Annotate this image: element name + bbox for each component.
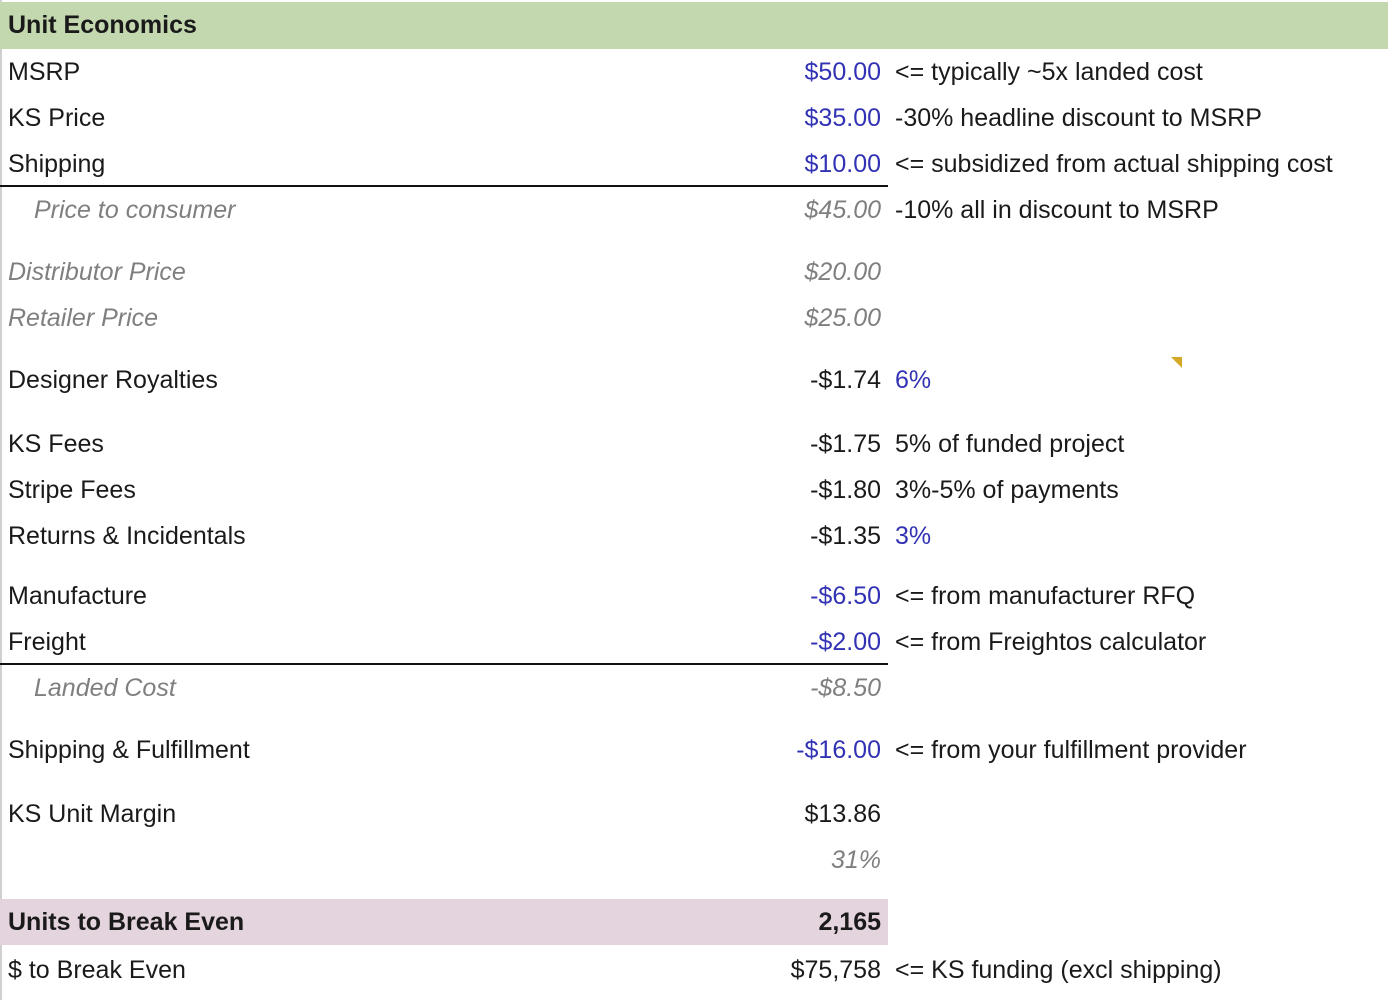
row-margin-percent[interactable]: 31% (0, 837, 1388, 883)
row-shipping[interactable]: Shipping $10.00 <= subsidized from actua… (0, 141, 1388, 187)
landed-cost-border-top (0, 663, 888, 665)
row-price-to-consumer[interactable]: Price to consumer $45.00 -10% all in dis… (0, 187, 1388, 233)
shipping-note: <= subsidized from actual shipping cost (895, 150, 1333, 178)
comment-indicator-icon[interactable] (1171, 357, 1182, 368)
designer-royalties-label: Designer Royalties (8, 366, 218, 394)
freight-note: <= from Freightos calculator (895, 628, 1207, 656)
shipping-fulfillment-note: <= from your fulfillment provider (895, 736, 1247, 764)
row-returns-incidentals[interactable]: Returns & Incidentals -$1.35 3% (0, 513, 1388, 559)
units-break-even-value[interactable]: 2,165 (818, 908, 881, 936)
stripe-fees-note: 3%-5% of payments (895, 476, 1119, 504)
margin-percent-value[interactable]: 31% (830, 846, 881, 874)
row-retailer-price[interactable]: Retailer Price $25.00 (0, 295, 1388, 341)
distributor-price-value[interactable]: $20.00 (804, 258, 881, 286)
dollars-break-even-label: $ to Break Even (8, 956, 186, 984)
designer-royalties-rate[interactable]: 6% (895, 366, 932, 394)
msrp-value[interactable]: $50.00 (804, 58, 881, 86)
returns-rate[interactable]: 3% (895, 522, 932, 550)
row-dollars-break-even[interactable]: $ to Break Even $75,758 <= KS funding (e… (0, 947, 1388, 993)
stripe-fees-label: Stripe Fees (8, 476, 136, 504)
landed-cost-label: Landed Cost (34, 674, 176, 702)
row-manufacture[interactable]: Manufacture -$6.50 <= from manufacturer … (0, 573, 1388, 619)
row-units-break-even[interactable]: Units to Break Even 2,165 (0, 899, 888, 945)
row-shipping-fulfillment[interactable]: Shipping & Fulfillment -$16.00 <= from y… (0, 727, 1388, 773)
price-to-consumer-value[interactable]: $45.00 (804, 196, 881, 224)
designer-royalties-value[interactable]: -$1.74 (810, 366, 881, 394)
dollars-break-even-value[interactable]: $75,758 (790, 956, 881, 984)
shipping-fulfillment-value[interactable]: -$16.00 (796, 736, 881, 764)
msrp-note: <= typically ~5x landed cost (895, 58, 1203, 86)
ks-unit-margin-label: KS Unit Margin (8, 800, 177, 828)
dollars-break-even-note: <= KS funding (excl shipping) (895, 956, 1222, 984)
retailer-price-label: Retailer Price (8, 304, 159, 332)
row-stripe-fees[interactable]: Stripe Fees -$1.80 3%-5% of payments (0, 467, 1388, 513)
price-to-consumer-label: Price to consumer (34, 196, 236, 224)
sheet-title: Unit Economics (8, 11, 197, 39)
ks-fees-value[interactable]: -$1.75 (810, 430, 881, 458)
row-ks-fees[interactable]: KS Fees -$1.75 5% of funded project (0, 421, 1388, 467)
stripe-fees-value[interactable]: -$1.80 (810, 476, 881, 504)
subtotal-border-top (0, 185, 888, 187)
ks-price-label: KS Price (8, 104, 106, 132)
header-row[interactable]: Unit Economics (0, 2, 1388, 49)
ks-price-value[interactable]: $35.00 (804, 104, 881, 132)
returns-label: Returns & Incidentals (8, 522, 246, 550)
returns-value[interactable]: -$1.35 (810, 522, 881, 550)
shipping-value[interactable]: $10.00 (804, 150, 881, 178)
manufacture-label: Manufacture (8, 582, 147, 610)
row-designer-royalties[interactable]: Designer Royalties -$1.74 6% (0, 357, 1388, 403)
landed-cost-value[interactable]: -$8.50 (810, 674, 881, 702)
shipping-label: Shipping (8, 150, 106, 178)
row-ks-price[interactable]: KS Price $35.00 -30% headline discount t… (0, 95, 1388, 141)
freight-value[interactable]: -$2.00 (810, 628, 881, 656)
manufacture-value[interactable]: -$6.50 (810, 582, 881, 610)
ks-fees-label: KS Fees (8, 430, 104, 458)
shipping-fulfillment-label: Shipping & Fulfillment (8, 736, 250, 764)
ks-price-note: -30% headline discount to MSRP (895, 104, 1262, 132)
freight-label: Freight (8, 628, 86, 656)
gridline-left (0, 0, 2, 1000)
row-ks-unit-margin[interactable]: KS Unit Margin $13.86 (0, 791, 1388, 837)
price-to-consumer-note: -10% all in discount to MSRP (895, 196, 1219, 224)
distributor-price-label: Distributor Price (8, 258, 186, 286)
retailer-price-value[interactable]: $25.00 (804, 304, 881, 332)
manufacture-note: <= from manufacturer RFQ (895, 582, 1196, 610)
ks-fees-note: 5% of funded project (895, 430, 1125, 458)
row-distributor-price[interactable]: Distributor Price $20.00 (0, 249, 1388, 295)
row-msrp[interactable]: MSRP $50.00 <= typically ~5x landed cost (0, 49, 1388, 95)
ks-unit-margin-value[interactable]: $13.86 (804, 800, 881, 828)
row-landed-cost[interactable]: Landed Cost -$8.50 (0, 665, 1388, 711)
units-break-even-label: Units to Break Even (8, 908, 245, 936)
msrp-label: MSRP (8, 58, 81, 86)
row-freight[interactable]: Freight -$2.00 <= from Freightos calcula… (0, 619, 1388, 665)
